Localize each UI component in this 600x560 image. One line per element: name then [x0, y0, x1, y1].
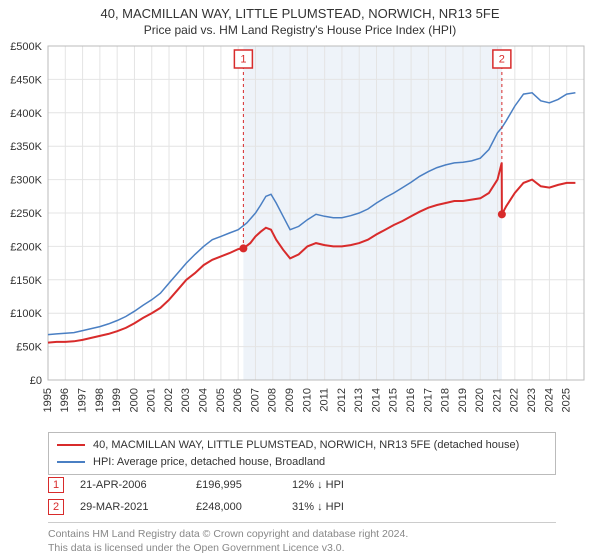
legend-label: 40, MACMILLAN WAY, LITTLE PLUMSTEAD, NOR…	[93, 437, 519, 454]
sale-hpi-diff: 12% ↓ HPI	[292, 479, 392, 491]
legend-swatch	[57, 461, 85, 463]
footer-line-2: This data is licensed under the Open Gov…	[48, 541, 556, 555]
x-axis-label: 1995	[42, 388, 54, 412]
x-axis-label: 2014	[370, 388, 382, 412]
x-axis-label: 2009	[284, 388, 296, 412]
x-axis-label: 1998	[94, 388, 106, 412]
sale-row: 1 21-APR-2006 £196,995 12% ↓ HPI	[48, 474, 556, 496]
x-axis-label: 2002	[163, 388, 175, 412]
line-chart: £0 £50K £100K £150K £200K £250K £300K £350K £400…	[0, 40, 600, 428]
chart-area: £0 £50K £100K £150K £200K £250K £300K £350K £400…	[0, 40, 600, 428]
x-axis-label: 2025	[561, 388, 573, 412]
sale-marker-dot	[498, 210, 506, 218]
x-axis-label: 2023	[526, 388, 538, 412]
sales-table: 1 21-APR-2006 £196,995 12% ↓ HPI 2 29-MAR-202…	[48, 474, 556, 518]
sale-marker-dot	[239, 244, 247, 252]
sale-row-marker: 2	[48, 499, 64, 515]
y-axis-label: £300K	[10, 175, 42, 187]
x-axis-label: 2020	[474, 388, 486, 412]
legend-label: HPI: Average price, detached house, Broa…	[93, 454, 325, 471]
sale-date: 21-APR-2006	[80, 479, 180, 491]
x-axis-label: 2004	[198, 388, 210, 412]
sale-row: 2 29-MAR-2021 £248,000 31% ↓ HPI	[48, 496, 556, 518]
x-axis-label: 2011	[319, 388, 331, 412]
x-axis-label: 2006	[232, 388, 244, 412]
legend-swatch	[57, 444, 85, 446]
sale-hpi-diff: 31% ↓ HPI	[292, 501, 392, 513]
y-axis-label: £50K	[16, 342, 42, 354]
attribution-footer: Contains HM Land Registry data © Crown c…	[48, 522, 556, 555]
y-axis-label: £100K	[10, 308, 42, 320]
title-subtitle: Price paid vs. HM Land Registry's House …	[0, 23, 600, 37]
x-axis-label: 1996	[59, 388, 71, 412]
y-axis-label: £450K	[10, 74, 42, 86]
x-axis-label: 2021	[491, 388, 503, 412]
x-axis-label: 2022	[509, 388, 521, 412]
sale-row-marker: 1	[48, 477, 64, 493]
footer-line-1: Contains HM Land Registry data © Crown c…	[48, 527, 556, 541]
x-axis-label: 2017	[422, 388, 434, 412]
x-axis-label: 2001	[146, 388, 158, 412]
sale-price: £248,000	[196, 501, 276, 513]
chart-titles: 40, MACMILLAN WAY, LITTLE PLUMSTEAD, NOR…	[0, 0, 600, 37]
title-address: 40, MACMILLAN WAY, LITTLE PLUMSTEAD, NOR…	[0, 6, 600, 21]
x-axis-label: 1997	[76, 388, 88, 412]
y-axis-label: £250K	[10, 208, 42, 220]
sale-price: £196,995	[196, 479, 276, 491]
x-axis-label: 2005	[215, 388, 227, 412]
x-axis-label: 2015	[388, 388, 400, 412]
x-axis-label: 2007	[249, 388, 261, 412]
y-axis-label: £150K	[10, 275, 42, 287]
x-axis-label: 2024	[543, 388, 555, 412]
legend-row: HPI: Average price, detached house, Broa…	[57, 454, 547, 471]
y-axis-label: £500K	[10, 41, 42, 53]
y-axis-label: £400K	[10, 108, 42, 120]
legend: 40, MACMILLAN WAY, LITTLE PLUMSTEAD, NOR…	[48, 432, 556, 475]
sale-date: 29-MAR-2021	[80, 501, 180, 513]
page-root: 40, MACMILLAN WAY, LITTLE PLUMSTEAD, NOR…	[0, 0, 600, 560]
x-axis-label: 2003	[180, 388, 192, 412]
x-axis-label: 2010	[301, 388, 313, 412]
sale-marker-number: 2	[499, 53, 505, 65]
x-axis-label: 2018	[440, 388, 452, 412]
y-axis-label: £0	[30, 375, 42, 387]
x-axis-label: 2008	[267, 388, 279, 412]
x-axis-label: 2016	[405, 388, 417, 412]
sale-marker-number: 1	[240, 53, 246, 65]
y-axis-label: £200K	[10, 241, 42, 253]
x-axis-label: 2019	[457, 388, 469, 412]
x-axis-label: 2012	[336, 388, 348, 412]
legend-row: 40, MACMILLAN WAY, LITTLE PLUMSTEAD, NOR…	[57, 437, 547, 454]
x-axis-label: 2000	[128, 388, 140, 412]
y-axis-label: £350K	[10, 141, 42, 153]
x-axis-label: 1999	[111, 388, 123, 412]
x-axis-label: 2013	[353, 388, 365, 412]
